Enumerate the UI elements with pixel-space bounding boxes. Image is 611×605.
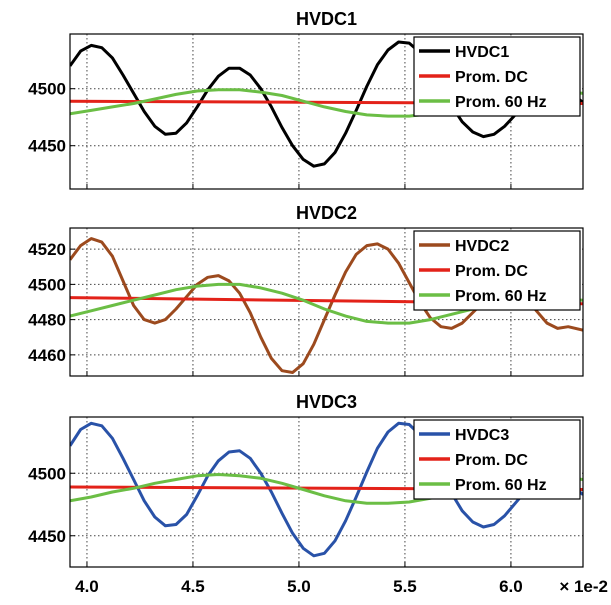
chart-panel-3: HVDC3 4450 4500 HVDC3 Prom. DC Prom. 60 Hz 4.0… (28, 392, 608, 596)
y-tick-label: 4480 (28, 311, 66, 330)
x-tick-label: 5.5 (393, 577, 417, 596)
legend-label: HVDC1 (455, 44, 509, 61)
legend-label: Prom. 60 Hz (455, 94, 547, 111)
y-tick-label: 4520 (28, 240, 66, 259)
legend-label: HVDC3 (455, 427, 509, 444)
axes-frame (69, 227, 584, 377)
primary-series-line (70, 40, 583, 168)
y-tick-label: 4500 (28, 80, 66, 99)
x-multiplier-label: × 1e-2 (559, 577, 608, 596)
x-tick-label: 5.0 (287, 577, 311, 596)
chart-panel-1: HVDC1 4450 4500 HVDC1 Prom. DC Prom. 60 Hz (28, 9, 584, 190)
chart-title: HVDC3 (296, 392, 357, 412)
y-tick-label: 4450 (28, 137, 66, 156)
y-tick-label: 4500 (28, 464, 66, 483)
x-tick-label: 4.5 (181, 577, 205, 596)
legend-label: Prom. DC (455, 69, 528, 86)
legend-label: Prom. DC (455, 263, 528, 280)
axes-frame (69, 33, 584, 190)
legend-label: Prom. DC (455, 452, 528, 469)
chart-panel-2: HVDC2 4460 4480 4500 4520 HVDC2 Prom. DC Prom. … (28, 203, 584, 377)
legend-label: Prom. 60 Hz (455, 288, 547, 305)
x-tick-label: 6.0 (499, 577, 523, 596)
y-tick-label: 4460 (28, 346, 66, 365)
y-tick-label: 4500 (28, 275, 66, 294)
chart-title: HVDC1 (296, 9, 357, 29)
legend-label: Prom. 60 Hz (455, 477, 547, 494)
y-tick-label: 4450 (28, 527, 66, 546)
primary-series-line (70, 421, 583, 558)
x-tick-label: 4.0 (75, 577, 99, 596)
legend-label: HVDC2 (455, 238, 509, 255)
chart-title: HVDC2 (296, 203, 357, 223)
axes-frame (69, 416, 584, 568)
